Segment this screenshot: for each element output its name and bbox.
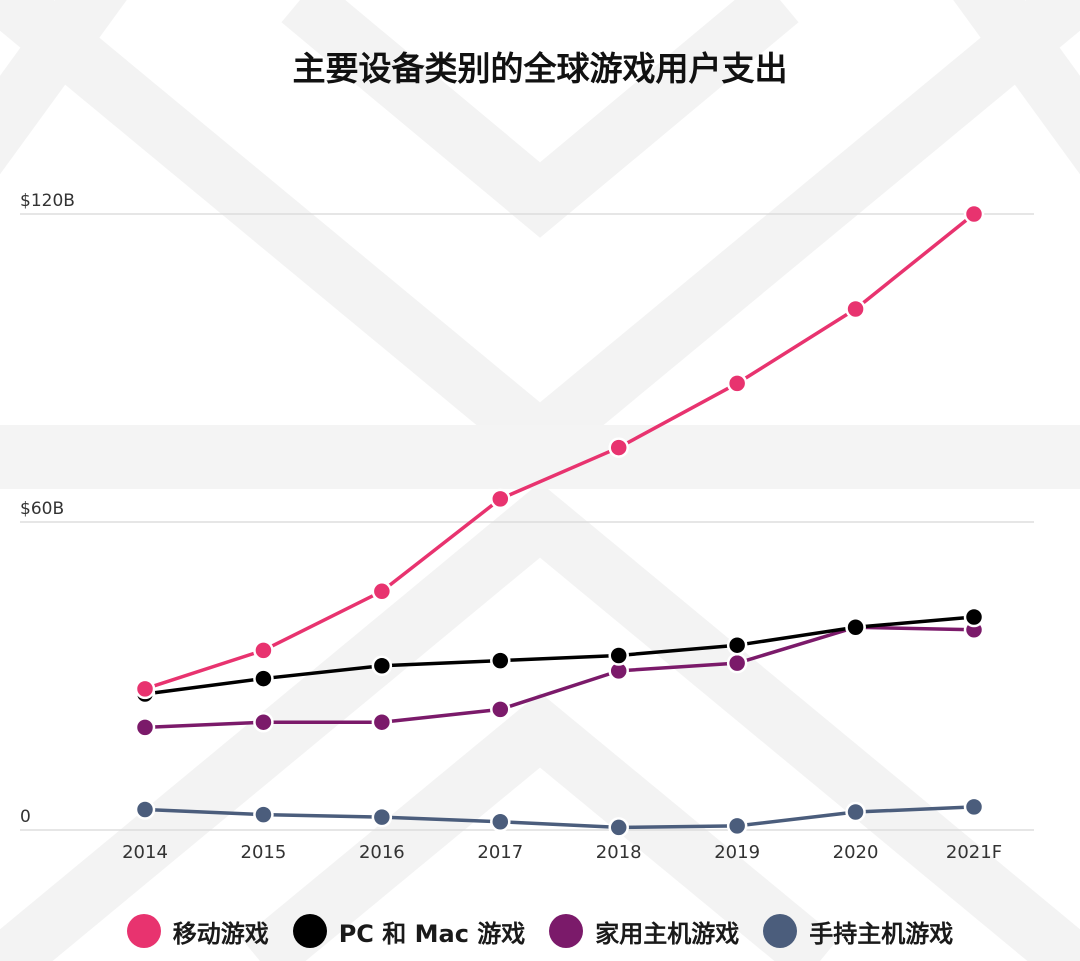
x-tick-label: 2015 <box>241 842 287 863</box>
x-tick-label: 2016 <box>359 842 405 863</box>
data-point-3-4 <box>608 817 629 838</box>
x-tick-label: 2014 <box>122 842 168 863</box>
data-point-3-6 <box>845 801 866 823</box>
series-line-3 <box>144 805 975 830</box>
data-point-1-2 <box>371 655 393 676</box>
data-point-3-2 <box>371 806 393 828</box>
series-lines <box>144 212 976 830</box>
legend-item-0: 移动游戏 <box>126 914 269 949</box>
data-point-3-0 <box>134 799 156 820</box>
data-point-0-7 <box>963 203 985 225</box>
data-point-2-1 <box>253 711 274 733</box>
data-point-2-5 <box>726 652 748 674</box>
x-tick-label: 2019 <box>714 842 760 863</box>
x-tick-label: 2017 <box>477 842 523 863</box>
data-point-3-3 <box>490 811 511 833</box>
x-axis-tick-labels: 2014 2015 2016 2017 2018 2019 2020 2021F <box>122 842 1002 863</box>
legend-label: 手持主机游戏 <box>809 919 954 948</box>
series-line-0 <box>144 212 976 691</box>
legend-label: 家用主机游戏 <box>595 919 740 948</box>
legend-swatch <box>763 914 798 948</box>
y-tick-label: $120B <box>20 191 75 211</box>
legend-label: PC 和 Mac 游戏 <box>338 919 526 948</box>
data-point-3-1 <box>253 804 274 825</box>
legend-item-3: 手持主机游戏 <box>763 914 953 949</box>
data-point-1-7 <box>963 606 985 628</box>
legend-swatch <box>549 914 584 948</box>
legend-swatch <box>292 914 327 948</box>
data-point-0-6 <box>845 298 866 320</box>
data-point-2-0 <box>134 717 156 738</box>
y-tick-label: $60B <box>20 499 64 519</box>
data-point-3-7 <box>963 796 985 818</box>
data-point-1-5 <box>726 634 748 656</box>
data-point-2-3 <box>490 699 511 720</box>
y-tick-label: 0 <box>20 807 31 827</box>
x-tick-label: 2018 <box>596 842 642 863</box>
data-point-1-3 <box>490 650 511 671</box>
series-line-2 <box>144 625 975 730</box>
data-point-2-2 <box>371 711 393 733</box>
y-axis-tick-labels: 0 $60B $120B <box>20 191 75 827</box>
data-point-1-6 <box>845 616 866 638</box>
grid-lines <box>20 213 1034 831</box>
legend-swatch <box>126 914 161 948</box>
data-point-0-2 <box>371 581 393 602</box>
data-point-0-3 <box>490 488 511 510</box>
legend-item-2: 家用主机游戏 <box>549 914 739 949</box>
data-point-0-5 <box>726 373 748 394</box>
data-point-0-0 <box>134 678 156 700</box>
legend: 移动游戏 PC 和 Mac 游戏 家用主机游戏 手持主机游戏 <box>0 908 1080 954</box>
series-points <box>134 203 985 838</box>
chart-title: 主要设备类别的全球游戏用户支出 <box>292 49 788 88</box>
legend-item-1: PC 和 Mac 游戏 <box>292 914 526 949</box>
data-point-0-1 <box>253 640 274 661</box>
data-point-1-4 <box>608 645 629 666</box>
series-line-1 <box>144 615 975 696</box>
data-point-0-4 <box>608 437 629 458</box>
x-tick-label: 2020 <box>833 842 879 863</box>
data-point-3-5 <box>726 815 748 837</box>
x-tick-label: 2021F <box>946 842 1002 863</box>
legend-label: 移动游戏 <box>172 919 269 948</box>
data-point-1-1 <box>253 668 274 689</box>
